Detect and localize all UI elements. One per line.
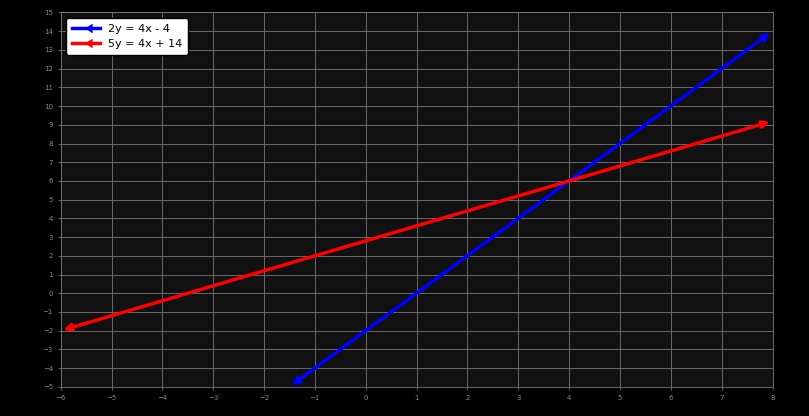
Legend: 2y = 4x - 4, 5y = 4x + 14: 2y = 4x - 4, 5y = 4x + 14 [66,18,188,54]
